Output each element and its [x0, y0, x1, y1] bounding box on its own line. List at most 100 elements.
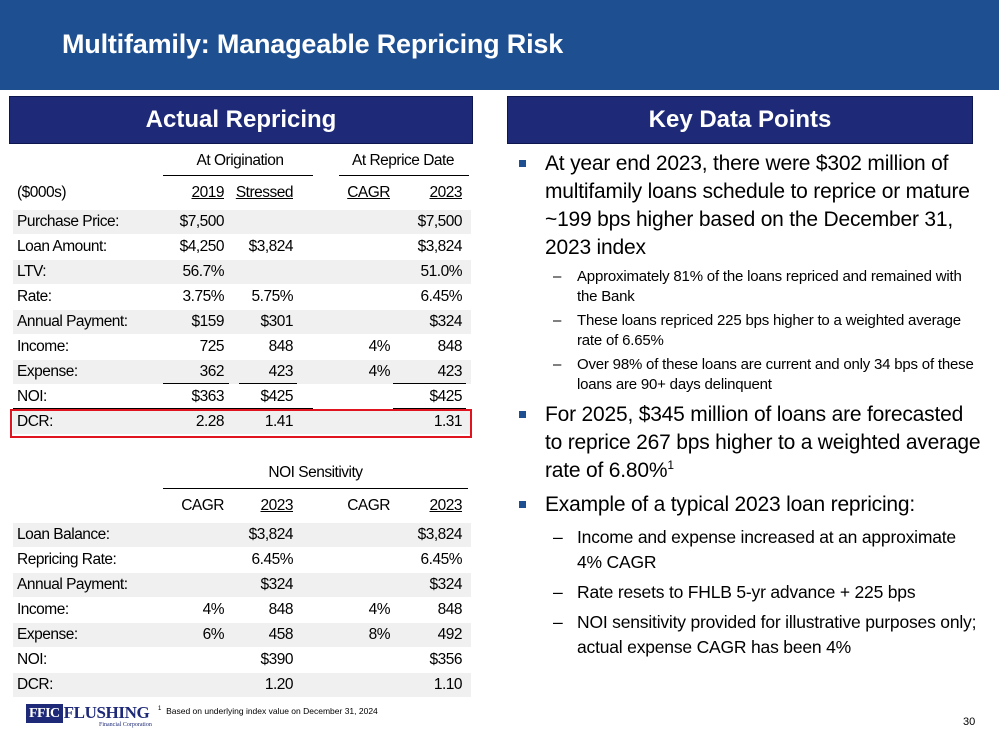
row-value: 2.28: [195, 413, 225, 430]
table-row: LTV: 56.7% 51.0%: [13, 260, 471, 284]
row-value: 6.45%: [420, 288, 463, 305]
row-label: Expense:: [17, 626, 78, 643]
row-value: $363: [191, 388, 225, 405]
row-label: Annual Payment:: [17, 313, 128, 330]
row-label: Repricing Rate:: [17, 551, 117, 568]
table-row: Purchase Price: $7,500 $7,500: [13, 210, 471, 234]
dash-bullet-icon: –: [553, 527, 563, 547]
dash-bullet-icon: –: [553, 582, 563, 602]
row-value: 1.20: [264, 676, 294, 693]
units-label: ($000s): [17, 184, 67, 201]
row-value: $7,500: [179, 213, 225, 230]
footnote-ref: 1: [667, 458, 674, 472]
row-label: LTV:: [17, 263, 47, 280]
col-header: CAGR: [347, 184, 390, 201]
row-label: NOI:: [17, 388, 47, 405]
dash-bullet-icon: –: [553, 612, 563, 632]
row-value: 8%: [368, 626, 391, 643]
row-value: $3,824: [248, 238, 294, 255]
row-value: 1.31: [433, 413, 463, 430]
row-label: Annual Payment:: [17, 576, 128, 593]
table-row: Income: 4% 848 4% 848: [13, 598, 471, 622]
row-value: 6.45%: [420, 551, 463, 568]
logo-subtitle: Financial Corporation: [99, 722, 152, 728]
table-row: Rate: 3.75% 5.75% 6.45%: [13, 285, 471, 309]
row-value: 4%: [368, 601, 391, 618]
page-number: 30: [963, 716, 976, 728]
dash-bullet-icon: –: [553, 268, 562, 285]
sub-bullet-text: Rate resets to FHLB 5-yr advance + 225 b…: [577, 582, 916, 602]
square-bullet-icon: [519, 501, 526, 508]
footnote-text: Based on underlying index value on Decem…: [166, 706, 378, 716]
row-value: $324: [429, 313, 463, 330]
row-label: Income:: [17, 601, 69, 618]
group-header-reprice-date: At Reprice Date: [352, 152, 454, 169]
row-label: Rate:: [17, 288, 52, 305]
row-value: 6%: [202, 626, 225, 643]
row-label: Income:: [17, 338, 69, 355]
row-value: $324: [260, 576, 294, 593]
sub-bullet-item: – These loans repriced 225 bps higher to …: [513, 311, 983, 351]
bullet-item: Example of a typical 2023 loan repricing…: [513, 491, 983, 519]
bullet-text: For 2025, $345 million of loans are fore…: [545, 403, 981, 482]
sub-bullet-item: – NOI sensitivity provided for illustrati…: [513, 610, 983, 660]
noi-sensitivity-table: NOI Sensitivity CAGR 2023 CAGR 2023 Loan…: [13, 464, 471, 700]
row-value: $301: [260, 313, 294, 330]
sub-bullet-text: NOI sensitivity provided for illustrativ…: [577, 612, 977, 657]
table-row: Loan Amount: $4,250 $3,824 $3,824: [13, 235, 471, 259]
bullet-item: For 2025, $345 million of loans are fore…: [513, 401, 983, 485]
row-value: $159: [191, 313, 225, 330]
table-row: Repricing Rate: 6.45% 6.45%: [13, 548, 471, 572]
table-row: Annual Payment: $159 $301 $324: [13, 310, 471, 334]
group-rule-noi-sensitivity: [163, 488, 468, 489]
group-header-noi-sensitivity: NOI Sensitivity: [268, 464, 363, 481]
row-value: $425: [429, 388, 463, 405]
table-row: Loan Balance: $3,824 $3,824: [13, 523, 471, 547]
dash-bullet-icon: –: [553, 356, 562, 373]
row-label: Purchase Price:: [17, 213, 119, 230]
sub-bullet-text: Income and expense increased at an appro…: [577, 527, 956, 572]
group-header-origination: At Origination: [196, 152, 284, 169]
dash-bullet-icon: –: [553, 312, 562, 329]
footnote: 1 Based on underlying index value on Dec…: [158, 706, 378, 716]
sub-bullet-item: – Income and expense increased at an appr…: [513, 525, 983, 575]
col-header: 2023: [429, 184, 463, 201]
row-value: $425: [260, 388, 294, 405]
table-row: DCR: 1.20 1.10: [13, 673, 471, 697]
logo-name: FLUSHING: [63, 703, 150, 722]
expense-underline: [163, 383, 229, 384]
key-data-points-list: At year end 2023, there were $302 millio…: [513, 150, 983, 660]
flushing-logo: FFIC FLUSHING Financial Corporation: [26, 703, 152, 728]
noi-underline: [393, 408, 466, 409]
row-value: 51.0%: [420, 263, 463, 280]
row-value: $324: [429, 576, 463, 593]
row-label: DCR:: [17, 676, 53, 693]
group-rule-reprice-date: [339, 175, 469, 176]
row-value: $356: [429, 651, 463, 668]
table-row: NOI: $390 $356: [13, 648, 471, 672]
row-value: 6.45%: [251, 551, 294, 568]
col-header: Stressed: [235, 184, 294, 201]
footnote-mark: 1: [158, 706, 162, 713]
table-row: DCR: 2.28 1.41 1.31: [13, 410, 471, 434]
row-value: 492: [437, 626, 463, 643]
row-value: 1.41: [264, 413, 294, 430]
table-row: Annual Payment: $324 $324: [13, 573, 471, 597]
sub-bullet-item: – Rate resets to FHLB 5-yr advance + 225 …: [513, 580, 983, 605]
actual-repricing-table: At Origination At Reprice Date ($000s) 2…: [13, 150, 471, 440]
row-value: 3.75%: [182, 288, 225, 305]
sub-bullet-text: Approximately 81% of the loans repriced …: [577, 268, 962, 305]
row-label: DCR:: [17, 413, 53, 430]
col-header: 2023: [429, 497, 463, 514]
square-bullet-icon: [519, 160, 526, 167]
row-value: 848: [268, 601, 294, 618]
row-value: 56.7%: [182, 263, 225, 280]
square-bullet-icon: [519, 411, 526, 418]
row-value: 848: [437, 338, 463, 355]
row-value: 725: [199, 338, 225, 355]
bullet-text: Example of a typical 2023 loan repricing…: [545, 493, 916, 516]
col-header: CAGR: [181, 497, 224, 514]
row-value: 4%: [202, 601, 225, 618]
row-value: $3,824: [248, 526, 294, 543]
row-value: 1.10: [433, 676, 463, 693]
